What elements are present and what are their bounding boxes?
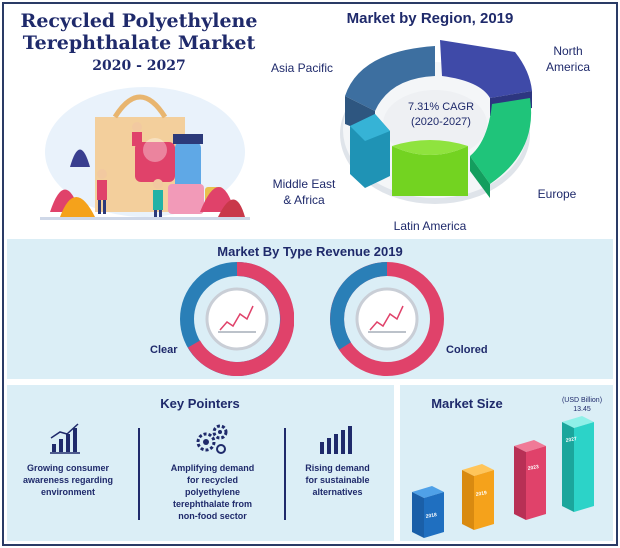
bar-2023-year: 2023 — [527, 464, 539, 472]
title-line-1: Recycled Polyethylene — [20, 10, 258, 32]
label-mea: Middle East & Africa — [264, 176, 344, 208]
market-size-bars: 2018 2019 2023 2027 — [412, 416, 594, 538]
bar-2027-year: 2027 — [565, 436, 577, 444]
market-size-2027-value: 13.45 — [573, 406, 591, 413]
north-america-segment — [440, 40, 532, 98]
key-pointers-panel — [7, 385, 394, 541]
pointer-2-line1: Amplifying demand — [170, 463, 255, 473]
europe-segment — [470, 98, 532, 184]
pointer-2-text: Amplifying demand for recycled polyethyl… — [155, 462, 270, 522]
pointer-3-text: Rising demand for sustainable alternativ… — [290, 462, 385, 498]
pointer-1-line2: awareness regarding — [22, 475, 114, 485]
region-chart-title: Market by Region, 2019 — [346, 10, 514, 27]
bar-2027: 2027 — [562, 416, 594, 512]
title-line-2: Terephthalate Market — [22, 32, 256, 54]
shopping-bag-illustration — [40, 87, 250, 220]
pointer-1-text: Growing consumer awareness regarding env… — [18, 462, 118, 498]
bar-2018-year: 2018 — [425, 512, 437, 520]
label-mea-line2: & Africa — [283, 193, 325, 207]
market-size-unit-text: (USD Billion) — [561, 397, 603, 404]
cagr-text: 7.31% CAGR (2020-2027) — [386, 100, 496, 130]
pointer-3-line3: alternatives — [312, 487, 363, 497]
bar-2023: 2023 — [514, 440, 546, 520]
title-years: 2020 - 2027 — [92, 58, 186, 74]
divider-1 — [138, 428, 140, 520]
divider-2 — [284, 428, 286, 520]
pointer-2-line4: terephthalate from — [172, 499, 252, 509]
rising-bars-icon — [320, 426, 352, 454]
colored-donut-chart — [330, 262, 444, 376]
colored-label: Colored — [446, 344, 488, 356]
pointer-1-line1: Growing consumer — [26, 463, 109, 473]
label-north-america-line1: North — [553, 44, 583, 58]
label-north-america-line2: America — [545, 60, 590, 74]
pointer-3-line1: Rising demand — [305, 463, 370, 473]
growth-chart-icon — [50, 423, 80, 454]
pointer-2-line5: non-food sector — [178, 511, 247, 521]
market-size-title: Market Size — [431, 396, 503, 411]
asia-pacific-segment — [345, 46, 435, 111]
type-revenue-title: Market By Type Revenue 2019 — [217, 244, 403, 259]
region-ring-chart — [340, 40, 532, 204]
gears-icon — [196, 424, 228, 454]
latin-america-segment — [392, 146, 468, 196]
pointer-1-line3: environment — [40, 487, 95, 497]
title-block: Recycled Polyethylene Terephthalate Mark… — [14, 10, 264, 74]
cagr-period: (2020-2027) — [411, 116, 471, 128]
bar-2019-year: 2019 — [475, 490, 487, 498]
clear-donut-chart — [180, 262, 294, 376]
pointer-2-line3: polyethylene — [184, 487, 240, 497]
cagr-value: 7.31% CAGR — [407, 101, 475, 113]
label-asia-pacific: Asia Pacific — [270, 61, 334, 75]
type-revenue-panel — [7, 239, 613, 379]
label-latin-america: Latin America — [393, 219, 467, 233]
bar-2018: 2018 — [412, 486, 444, 538]
label-north-america: North America — [538, 43, 598, 75]
clear-label: Clear — [150, 344, 178, 356]
label-mea-line1: Middle East — [272, 177, 336, 191]
bar-2019: 2019 — [462, 464, 494, 530]
pointer-3-line2: for sustainable — [305, 475, 370, 485]
pointer-2-line2: for recycled — [186, 475, 239, 485]
market-size-unit: (USD Billion) 13.45 — [552, 396, 612, 414]
label-europe: Europe — [537, 187, 577, 201]
key-pointers-title: Key Pointers — [160, 396, 240, 411]
